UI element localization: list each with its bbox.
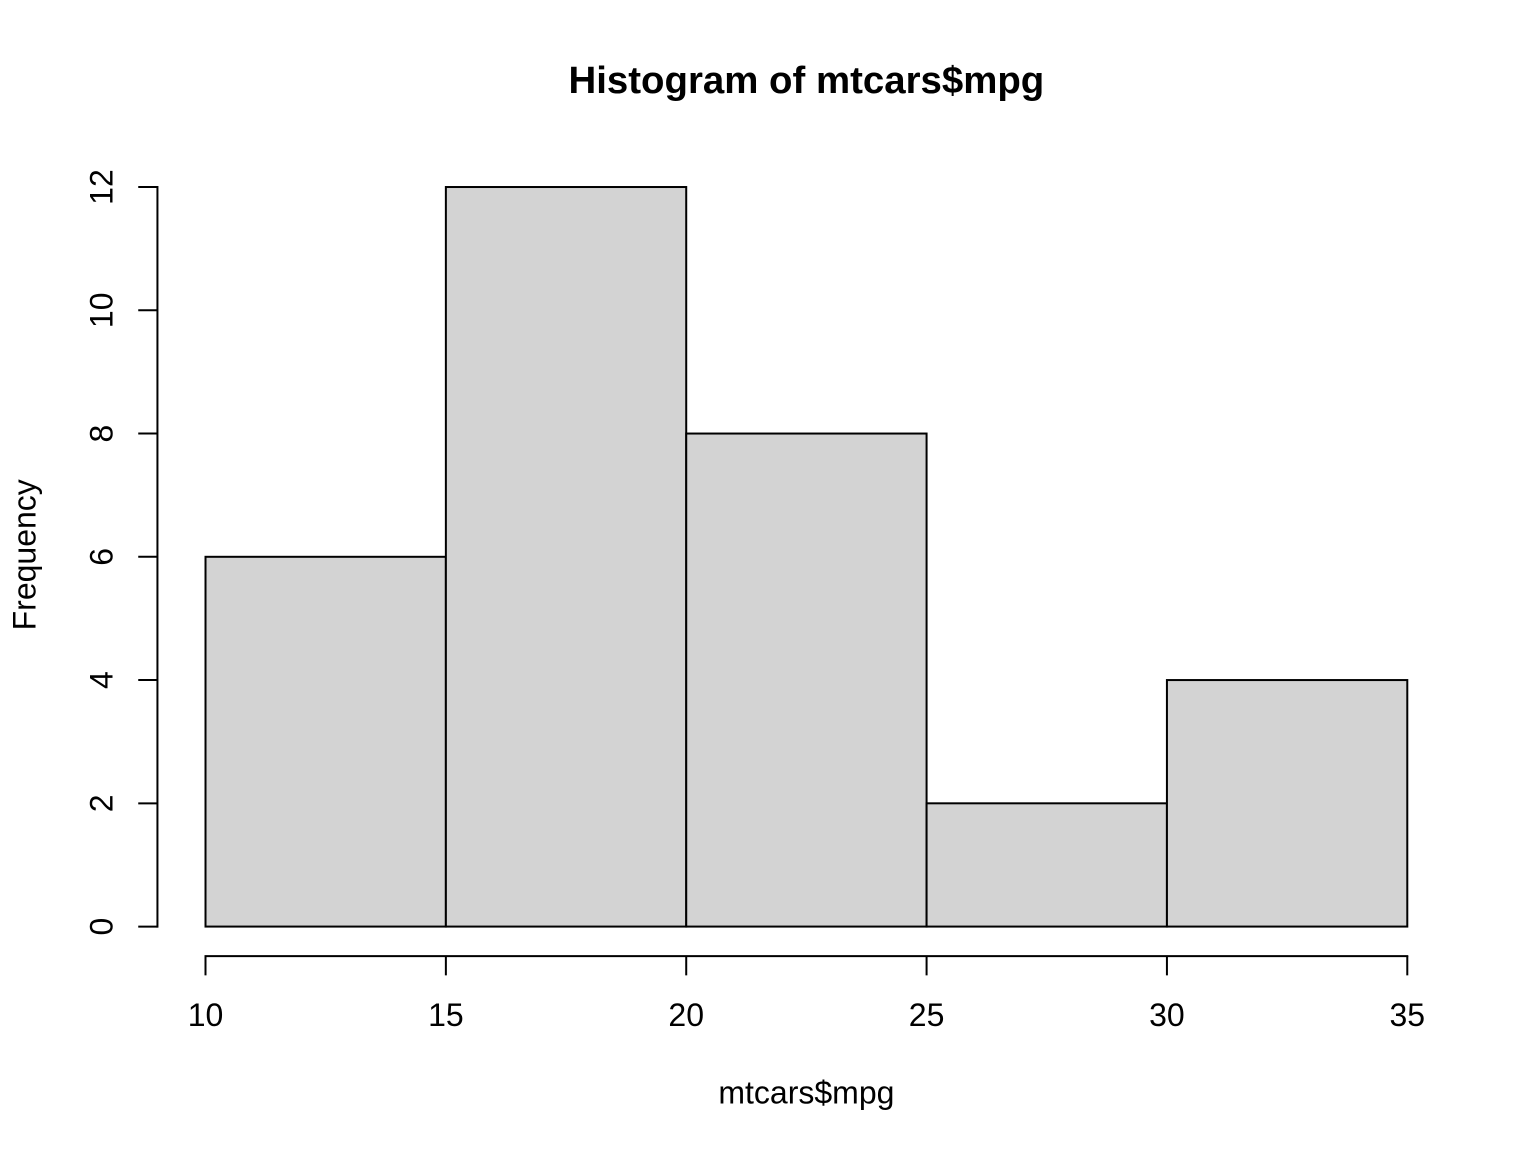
svg-text:20: 20: [668, 997, 704, 1033]
svg-text:8: 8: [84, 425, 120, 443]
svg-text:25: 25: [909, 997, 945, 1033]
svg-text:Frequency: Frequency: [6, 479, 42, 630]
svg-text:mtcars$mpg: mtcars$mpg: [718, 1074, 894, 1110]
svg-text:10: 10: [84, 292, 120, 328]
svg-text:30: 30: [1149, 997, 1185, 1033]
svg-text:0: 0: [84, 918, 120, 936]
svg-text:12: 12: [84, 169, 120, 205]
svg-text:4: 4: [84, 671, 120, 689]
svg-text:35: 35: [1389, 997, 1425, 1033]
svg-text:2: 2: [84, 794, 120, 812]
svg-text:10: 10: [188, 997, 224, 1033]
svg-text:6: 6: [84, 548, 120, 566]
svg-text:Histogram of mtcars$mpg: Histogram of mtcars$mpg: [569, 59, 1045, 102]
svg-text:15: 15: [428, 997, 464, 1033]
